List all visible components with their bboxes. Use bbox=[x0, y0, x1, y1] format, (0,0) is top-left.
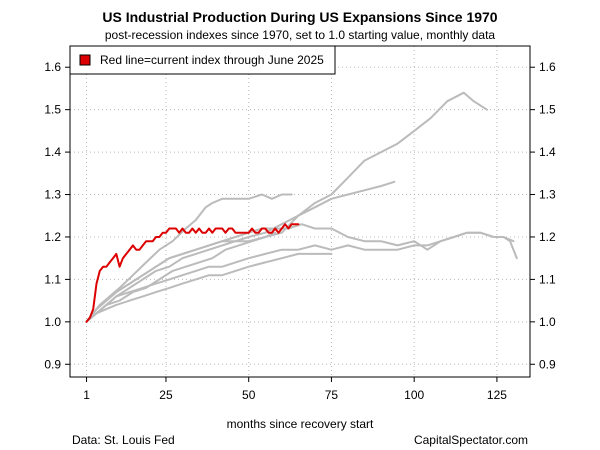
chart-subtitle: post-recession indexes since 1970, set t… bbox=[105, 28, 496, 42]
chart-title: US Industrial Production During US Expan… bbox=[102, 9, 497, 25]
series-line-expansion-5 bbox=[85, 231, 515, 323]
y-tick-label-left: 1.1 bbox=[44, 272, 61, 286]
series-line-expansion-4 bbox=[85, 180, 396, 323]
series-group bbox=[85, 91, 518, 323]
y-tick-label-left: 1.4 bbox=[44, 145, 61, 159]
x-tick-label: 75 bbox=[325, 388, 339, 402]
y-tick-label-left: 1.6 bbox=[44, 60, 61, 74]
y-tick-label-right: 1.6 bbox=[539, 60, 556, 74]
y-tick-label-left: 1.3 bbox=[44, 188, 61, 202]
series-line-expansion-6 bbox=[85, 252, 333, 323]
y-tick-label-right: 1.2 bbox=[539, 230, 556, 244]
x-axis-label: months since recovery start bbox=[227, 417, 374, 431]
y-tick-label-right: 1.1 bbox=[539, 272, 556, 286]
y-tick-label-right: 1.3 bbox=[539, 188, 556, 202]
legend-swatch bbox=[79, 54, 91, 66]
y-tick-label-left: 1.0 bbox=[44, 315, 61, 329]
legend-label: Red line=current index through June 2025 bbox=[100, 53, 324, 67]
y-tick-label-right: 1.4 bbox=[539, 145, 556, 159]
series-line-expansion-1 bbox=[85, 193, 293, 323]
grid bbox=[70, 46, 530, 377]
series-line-expansion-7 bbox=[85, 231, 277, 323]
legend-box bbox=[69, 45, 336, 75]
footer-brand: CapitalSpectator.com bbox=[414, 433, 528, 447]
y-tick-label-left: 1.2 bbox=[44, 230, 61, 244]
plot-frame bbox=[69, 45, 531, 378]
axis-ticks: 0.9 0.9 1.0 1.0 1.1 1.1 1.2 1.2 1.3 1.3 1.4 1.4 1.5 1… bbox=[44, 60, 556, 402]
y-tick-label-right: 0.9 bbox=[539, 357, 556, 371]
y-tick-label-left: 1.5 bbox=[44, 103, 61, 117]
y-tick-label-right: 1.0 bbox=[539, 315, 556, 329]
y-tick-label-left: 0.9 bbox=[44, 357, 61, 371]
legend: Red line=current index through June 2025 bbox=[69, 45, 336, 75]
x-tick-label: 125 bbox=[487, 388, 507, 402]
x-tick-label: 50 bbox=[242, 388, 256, 402]
footer-source: Data: St. Louis Fed bbox=[72, 433, 175, 447]
x-tick-label: 1 bbox=[83, 388, 90, 402]
series-line-current bbox=[85, 223, 300, 323]
x-tick-label: 25 bbox=[159, 388, 173, 402]
x-tick-label: 100 bbox=[404, 388, 424, 402]
y-tick-label-right: 1.5 bbox=[539, 103, 556, 117]
